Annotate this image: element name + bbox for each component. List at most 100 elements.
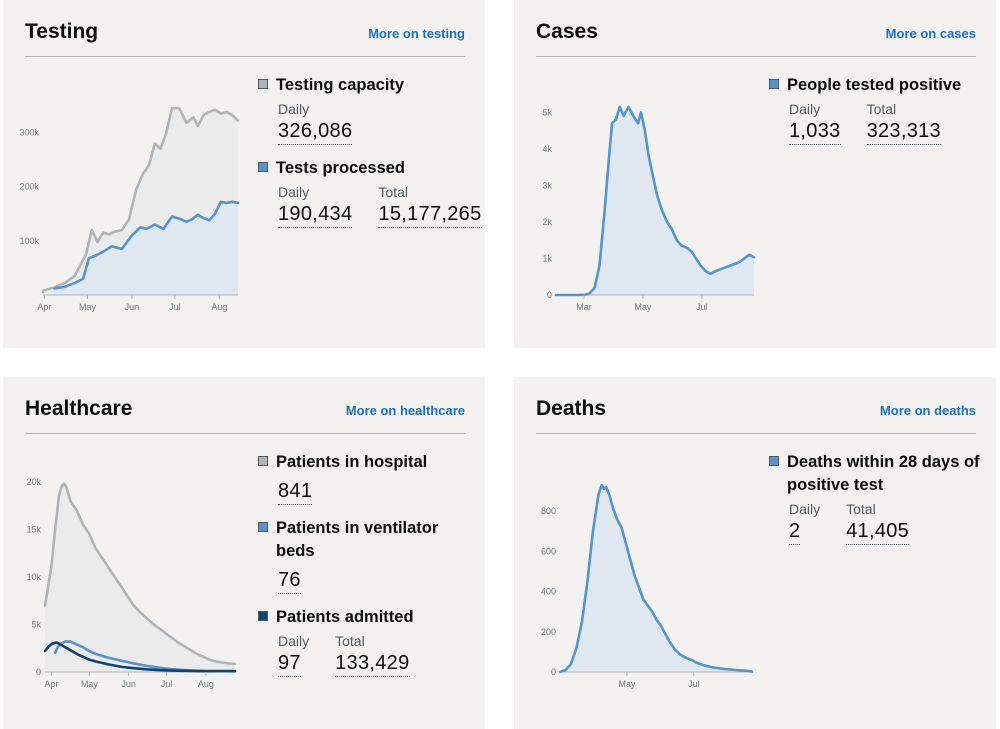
metric-value[interactable]: 190,434 — [278, 201, 353, 228]
y-tick-label: 20k — [26, 477, 41, 487]
y-tick-label: 15k — [26, 524, 41, 534]
x-tick-label: Aug — [198, 679, 214, 689]
y-tick-label: 300k — [19, 128, 39, 138]
metric-header: Tests processed — [258, 157, 473, 180]
metric-value-group: Daily 190,434 — [278, 184, 353, 228]
series-area-tests-processed — [54, 201, 239, 295]
testing-card: Testing More on testing 100k 200k 300k Apr M… — [3, 0, 485, 348]
metric-label: Testing capacity — [276, 76, 405, 94]
metric-label: Patients admitted — [276, 608, 414, 626]
metric-value-group: Total 133,429 — [335, 633, 410, 677]
value-caption: Daily — [789, 101, 821, 117]
value-caption: Daily — [278, 101, 310, 117]
series-line-testing-capacity — [41, 106, 240, 294]
x-tick-label: Apr — [44, 679, 58, 689]
y-tick-label: 100k — [19, 236, 39, 246]
cases-chart: 0 1k 2k 3k 4k 5k Mar May Jul — [542, 105, 756, 312]
metric-value-group: 841 — [278, 478, 313, 505]
metric-value[interactable]: 841 — [278, 478, 313, 505]
healthcare-card: Healthcare More on healthcare 0 5k 10k 15k 2… — [3, 377, 485, 729]
series-line-patients-admitted — [43, 641, 237, 673]
x-tick-label: May — [618, 679, 636, 689]
metric-value[interactable]: 15,177,265 — [378, 201, 482, 228]
metric-header: Deaths within 28 days of positive test — [769, 451, 984, 497]
metric-values: Daily 2 Total 41,405 — [789, 501, 984, 545]
metric-value[interactable]: 2 — [789, 518, 801, 545]
y-tick-label: 3k — [542, 180, 552, 190]
legend-swatch-icon — [769, 79, 779, 89]
metric-value[interactable]: 133,429 — [335, 650, 410, 677]
value-caption: Total — [866, 101, 897, 117]
metric-header: Patients in hospital — [258, 451, 478, 474]
metric-value-group: Daily 326,086 — [278, 101, 353, 145]
testing-chart: 100k 200k 300k Apr May Jun Jul Aug — [19, 106, 240, 312]
series-area-patients-in-hospital — [45, 483, 235, 672]
metric-people-tested-positive: People tested positive Daily 1,033 Total 323… — [769, 74, 979, 145]
healthcare-divider — [25, 433, 465, 434]
metric-value[interactable]: 326,086 — [278, 118, 353, 145]
metric-header: People tested positive — [769, 74, 979, 97]
healthcare-title: Healthcare — [25, 397, 133, 420]
metric-patients-in-ventilator-beds: Patients in ventilator beds 76 — [258, 517, 478, 594]
metric-value[interactable]: 41,405 — [846, 518, 910, 545]
y-tick-label: 4k — [542, 144, 552, 154]
y-tick-label: 0 — [551, 667, 556, 677]
series-line-tests-processed — [53, 200, 240, 290]
x-tick-label: May — [79, 302, 97, 312]
y-tick-label: 600 — [541, 546, 556, 556]
x-tick-label: Mar — [576, 302, 592, 312]
legend-swatch-icon — [258, 456, 268, 466]
metric-value[interactable]: 1,033 — [789, 118, 841, 145]
deaths-title: Deaths — [536, 397, 607, 420]
y-tick-label: 200 — [541, 627, 556, 637]
metric-tests-processed: Tests processed Daily 190,434 Total 15,177,2… — [258, 157, 482, 228]
metric-values: Daily 326,086 — [278, 101, 473, 145]
metric-header: Patients admitted — [258, 606, 478, 629]
series-line-deaths-within-28-days-of-positive-test — [558, 483, 754, 674]
legend-swatch-icon — [258, 162, 268, 172]
y-tick-label: 400 — [541, 587, 556, 597]
series-area-people-tested-positive — [556, 106, 754, 295]
metric-label: Tests processed — [276, 159, 406, 177]
legend-swatch-icon — [258, 611, 268, 621]
y-tick-label: 200k — [19, 182, 39, 192]
x-tick-label: Apr — [37, 302, 51, 312]
y-tick-label: 800 — [541, 506, 556, 516]
metric-label: Patients in hospital — [276, 453, 428, 471]
metric-value-group: Total 323,313 — [866, 101, 941, 145]
metric-value[interactable]: 97 — [278, 650, 301, 677]
metric-patients-admitted: Patients admitted Daily 97 Total 133,429 — [258, 606, 478, 677]
metric-label: People tested positive — [787, 76, 962, 94]
healthcare-chart: 0 5k 10k 15k 20k Apr May Jun Jul Aug — [26, 477, 237, 689]
deaths-chart: 0 200 400 600 800 May Jul — [541, 483, 754, 689]
metric-values: Daily 97 Total 133,429 — [278, 633, 478, 677]
metric-testing-capacity: Testing capacity Daily 326,086 — [258, 74, 473, 145]
metric-value[interactable]: 76 — [278, 567, 301, 594]
cases-divider — [536, 56, 976, 57]
y-tick-label: 5k — [31, 619, 41, 629]
value-caption: Daily — [278, 184, 310, 200]
more-on-testing-link[interactable]: More on testing — [368, 26, 465, 41]
x-tick-label: Jul — [688, 679, 700, 689]
y-tick-label: 0 — [36, 667, 41, 677]
value-caption: Total — [335, 633, 365, 649]
more-on-deaths-link[interactable]: More on deaths — [879, 403, 976, 418]
healthcare-metrics: Patients in hospital 841 Patients in venti… — [258, 451, 478, 689]
cases-metrics: People tested positive Daily 1,033 Total 323… — [769, 74, 979, 157]
legend-swatch-icon — [258, 522, 268, 532]
x-tick-label: May — [81, 679, 99, 689]
cases-title: Cases — [536, 20, 598, 43]
deaths-card: Deaths More on deaths 0 200 400 600 800 May Ju… — [514, 377, 996, 729]
metric-value-group: Daily 1,033 — [789, 101, 841, 145]
x-tick-label: May — [634, 302, 652, 312]
metric-value[interactable]: 323,313 — [866, 118, 941, 145]
x-tick-label: Jun — [121, 679, 136, 689]
y-tick-label: 10k — [26, 572, 41, 582]
legend-swatch-icon — [769, 456, 779, 466]
metric-header: Patients in ventilator beds — [258, 517, 478, 563]
more-on-healthcare-link[interactable]: More on healthcare — [345, 403, 465, 418]
value-caption: Total — [846, 501, 876, 517]
series-line-people-tested-positive — [554, 105, 756, 297]
x-tick-label: Jun — [125, 302, 140, 312]
more-on-cases-link[interactable]: More on cases — [885, 26, 976, 41]
